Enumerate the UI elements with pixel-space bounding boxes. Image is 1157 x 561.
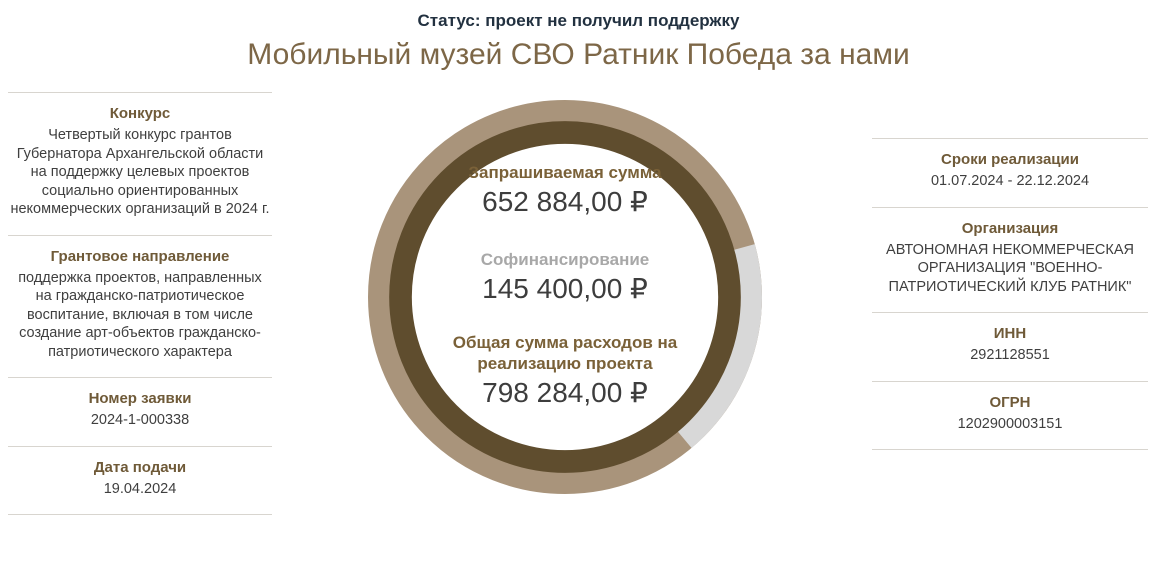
section-implementation-period: Сроки реализации 01.07.2024 - 22.12.2024 <box>872 138 1148 207</box>
section-organization-value: АВТОНОМНАЯ НЕКОММЕРЧЕСКАЯ ОРГАНИЗАЦИЯ "В… <box>886 241 1134 295</box>
cofinancing-arc <box>368 100 762 494</box>
section-implementation-period-label: Сроки реализации <box>941 151 1079 168</box>
requested-sum-label: Запрашиваемая сумма <box>468 163 662 182</box>
section-inn: ИНН 2921128551 <box>872 312 1148 381</box>
project-status: Статус: проект не получил поддержку <box>417 11 740 30</box>
total-sum-label: Общая сумма расходов на реализацию проек… <box>452 333 678 373</box>
section-grant-direction-value: поддержка проектов, направленных на граж… <box>18 269 262 360</box>
cofinancing-label: Софинансирование <box>480 250 650 269</box>
section-ogrn-label: ОГРН <box>989 393 1031 411</box>
section-submission-date-value: 19.04.2024 <box>103 480 177 497</box>
section-organization: Организация АВТОНОМНАЯ НЕКОММЕРЧЕСКАЯ ОР… <box>872 206 1148 313</box>
total-sum-value: 798 284,00 ₽ <box>482 377 648 408</box>
section-application-number-label: Номер заявки <box>88 390 192 407</box>
section-inn-label: ИНН <box>993 325 1027 342</box>
page-title: Мобильный музей СВО Ратник Победа за нам… <box>247 38 910 71</box>
budget-donut-chart: Запрашиваемая сумма 652 884,00 ₽ Софинан… <box>368 100 762 494</box>
section-inn-value: 2921128551 <box>970 347 1050 363</box>
section-implementation-period-value: 01.07.2024 - 22.12.2024 <box>930 173 1090 189</box>
donut-rings-svg <box>368 100 762 494</box>
section-grant-direction: Грантовое направление поддержка проектов… <box>8 234 272 378</box>
donut-center-text: Запрашиваемая сумма 652 884,00 ₽ Софинан… <box>368 100 762 494</box>
section-contest: Конкурс Четвертый конкурс грантов Губерн… <box>8 92 272 235</box>
section-application-number: Номер заявки 2024-1-000338 <box>8 377 272 446</box>
section-grant-direction-label: Грантовое направление <box>50 247 230 265</box>
section-organization-label: Организация <box>961 219 1059 237</box>
section-submission-date-label: Дата подачи <box>93 458 187 476</box>
right-sidebar: Сроки реализации 01.07.2024 - 22.12.2024… <box>872 138 1148 450</box>
section-ogrn: ОГРН 1202900003151 <box>872 380 1148 450</box>
section-submission-date: Дата подачи 19.04.2024 <box>8 445 272 515</box>
requested-sum-value: 652 884,00 ₽ <box>482 186 648 217</box>
cofinancing-value: 145 400,00 ₽ <box>482 273 648 304</box>
section-contest-label: Конкурс <box>109 105 171 122</box>
section-ogrn-value: 1202900003151 <box>957 415 1063 432</box>
left-sidebar: Конкурс Четвертый конкурс грантов Губерн… <box>8 92 272 515</box>
total-ring <box>389 121 741 473</box>
section-application-number-value: 2024-1-000338 <box>90 412 190 428</box>
section-contest-value: Четвертый конкурс грантов Губернатора Ар… <box>10 127 270 217</box>
